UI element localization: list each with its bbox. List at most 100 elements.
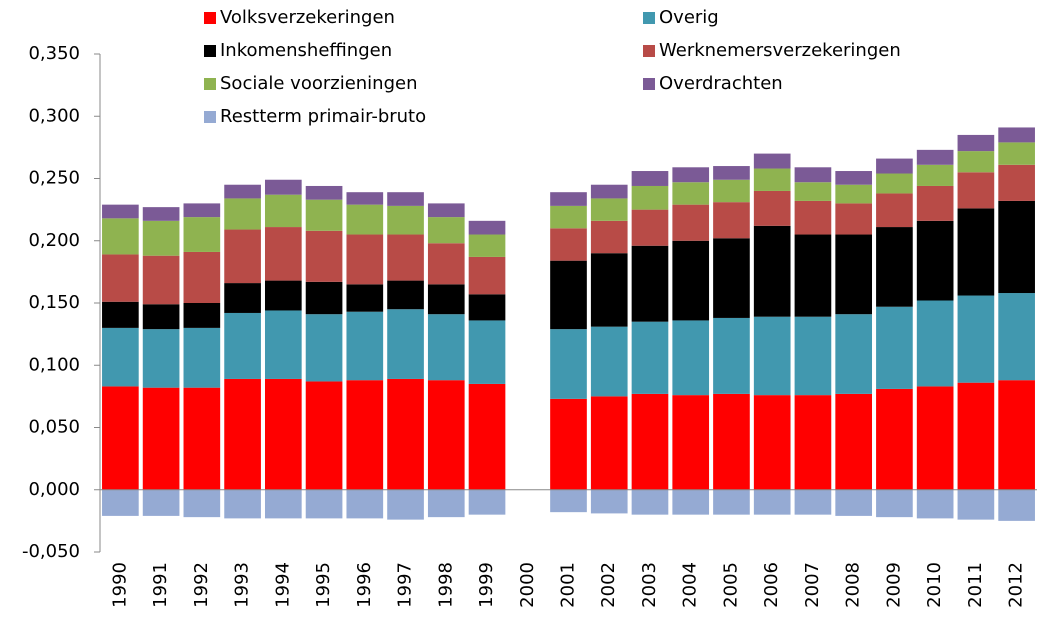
bar-segment bbox=[713, 393, 750, 490]
bar-segment bbox=[264, 310, 302, 379]
bar-segment bbox=[305, 314, 343, 382]
bar-segment bbox=[387, 378, 424, 490]
x-tick-label: 1991 bbox=[150, 562, 171, 608]
bar-segment bbox=[590, 326, 628, 397]
legend-label: Inkomensheffingen bbox=[220, 40, 392, 61]
bar-segment bbox=[672, 395, 710, 490]
x-tick-label: 2004 bbox=[680, 562, 701, 608]
x-tick-label: 1997 bbox=[395, 562, 416, 608]
bar-segment bbox=[183, 327, 221, 388]
bar-segment bbox=[468, 320, 506, 384]
bar-segment bbox=[305, 281, 343, 315]
bar-segment bbox=[835, 203, 873, 235]
bar-segment bbox=[590, 253, 628, 327]
bar-segment bbox=[102, 254, 139, 302]
legend-swatch bbox=[643, 78, 655, 90]
bar-segment bbox=[468, 256, 506, 295]
bar-segment bbox=[590, 198, 628, 221]
bar-segment bbox=[102, 489, 139, 516]
bar-segment bbox=[224, 378, 261, 490]
bar-segment bbox=[183, 489, 221, 518]
bar-segment bbox=[346, 380, 384, 490]
bar-segment bbox=[142, 489, 180, 516]
x-tick-label: 2000 bbox=[517, 562, 538, 608]
x-tick-label: 2006 bbox=[761, 562, 782, 608]
bar-segment bbox=[468, 220, 506, 235]
bar-segment bbox=[590, 184, 628, 199]
legend-swatch bbox=[204, 45, 216, 57]
x-tick-label: 1994 bbox=[272, 562, 293, 608]
bar-segment bbox=[957, 295, 995, 383]
bar-segment bbox=[713, 202, 750, 239]
bar-segment bbox=[468, 234, 506, 257]
bar-segment bbox=[468, 489, 506, 515]
bar-segment bbox=[631, 489, 669, 515]
bar-segment bbox=[631, 209, 669, 246]
bar-segment bbox=[916, 220, 954, 301]
bar-segment bbox=[998, 200, 1035, 294]
bar-segment bbox=[916, 386, 954, 490]
bar-segment bbox=[305, 199, 343, 231]
x-tick-label: 1996 bbox=[354, 562, 375, 608]
bar-segment bbox=[835, 184, 873, 204]
bar-segment bbox=[550, 489, 587, 513]
y-tick-label: 0,050 bbox=[28, 417, 80, 438]
bar-segment bbox=[550, 205, 587, 229]
bar-segment bbox=[264, 280, 302, 311]
bar-segment bbox=[224, 489, 261, 519]
bar-segment bbox=[550, 192, 587, 206]
bar-segment bbox=[713, 317, 750, 394]
bar-segment bbox=[142, 304, 180, 330]
bar-segment bbox=[957, 151, 995, 173]
legend-label: Volksverzekeringen bbox=[220, 7, 395, 28]
bar-segment bbox=[264, 194, 302, 228]
legend-label: Werknemersverzekeringen bbox=[659, 40, 901, 61]
bar-segment bbox=[550, 398, 587, 490]
bar-segment bbox=[835, 171, 873, 185]
bar-segment bbox=[305, 381, 343, 490]
bar-segment bbox=[876, 158, 913, 174]
x-tick-label: 1992 bbox=[191, 562, 212, 608]
x-tick-label: 2009 bbox=[883, 562, 904, 608]
bar-segment bbox=[998, 142, 1035, 165]
bar-segment bbox=[346, 489, 384, 519]
bar-segment bbox=[305, 489, 343, 519]
legend-swatch bbox=[204, 111, 216, 123]
bar-segment bbox=[224, 198, 261, 230]
bar-segment bbox=[550, 228, 587, 261]
legend-swatch bbox=[204, 78, 216, 90]
x-tick-label: 1998 bbox=[435, 562, 456, 608]
bar-segment bbox=[998, 380, 1035, 490]
y-tick-label: 0,000 bbox=[28, 479, 80, 500]
bar-segment bbox=[876, 173, 913, 194]
bar-segment bbox=[142, 220, 180, 256]
bar-segment bbox=[142, 255, 180, 305]
bar-segment bbox=[835, 234, 873, 315]
bar-segment bbox=[876, 489, 913, 518]
bar-segment bbox=[957, 382, 995, 490]
x-tick-label: 2011 bbox=[965, 562, 986, 608]
bar-segment bbox=[835, 393, 873, 490]
bar-segment bbox=[835, 314, 873, 394]
bar-segment bbox=[427, 314, 465, 381]
bar-segment bbox=[876, 306, 913, 389]
x-tick-label: 2003 bbox=[639, 562, 660, 608]
x-tick-label: 2001 bbox=[558, 562, 579, 608]
bar-segment bbox=[957, 208, 995, 296]
bar-segment bbox=[672, 489, 710, 515]
bar-segment bbox=[102, 386, 139, 490]
bar-segment bbox=[387, 280, 424, 310]
x-tick-label: 1999 bbox=[476, 562, 497, 608]
bar-segment bbox=[876, 388, 913, 490]
bar-segment bbox=[631, 171, 669, 186]
bar-segment bbox=[713, 238, 750, 318]
bar-segment bbox=[794, 234, 832, 317]
bar-segment bbox=[753, 153, 791, 169]
bar-segment bbox=[794, 200, 832, 235]
bar-segment bbox=[998, 489, 1035, 521]
bar-segment bbox=[631, 245, 669, 322]
bar-segment bbox=[387, 309, 424, 379]
bar-segment bbox=[794, 167, 832, 183]
legend-swatch bbox=[643, 45, 655, 57]
